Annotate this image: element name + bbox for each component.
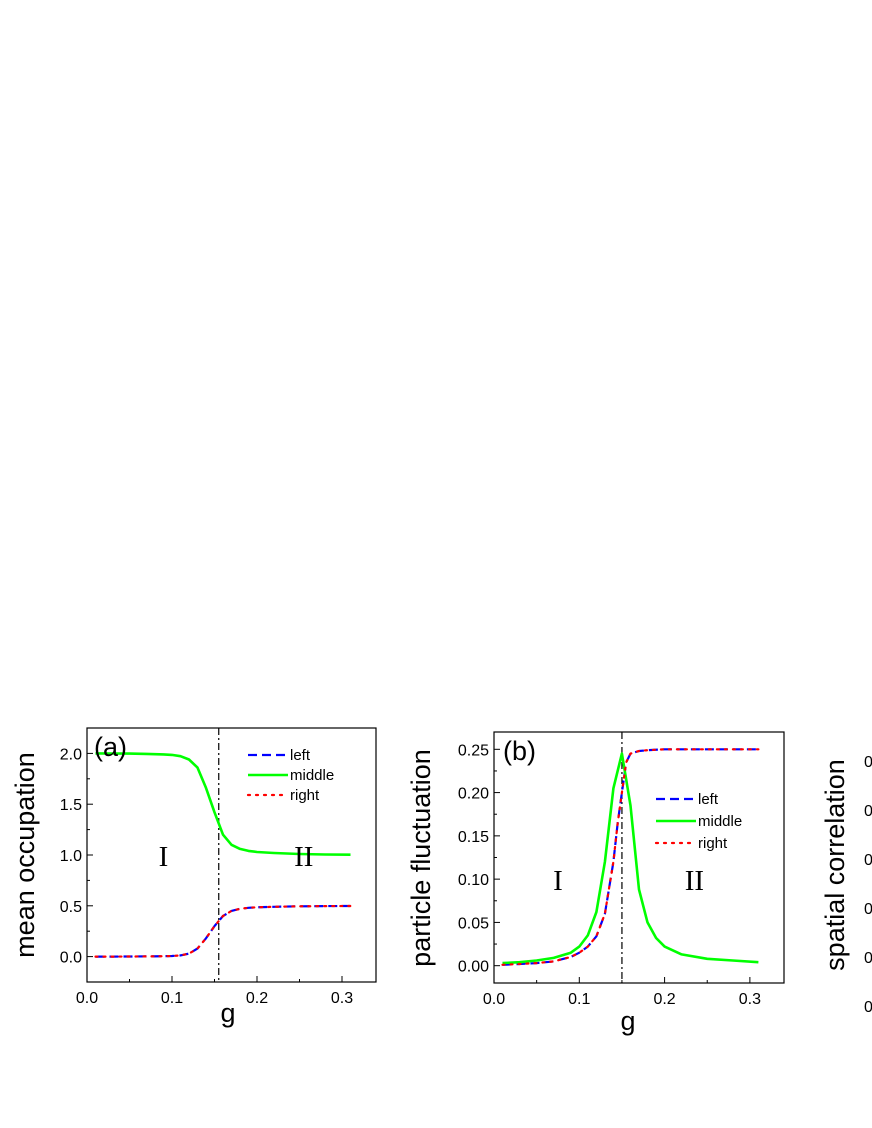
- panel-label: (a): [94, 732, 127, 762]
- x-tick-label: 0.0: [483, 991, 505, 1008]
- region-label: I: [159, 841, 169, 873]
- y-tick-label: 0: [864, 901, 872, 918]
- y-tick-label: 0.5: [60, 899, 82, 916]
- x-tick-label: 0.1: [161, 990, 183, 1007]
- y-axis-title: spatial correlation: [820, 759, 850, 971]
- y-tick-label: 1.0: [60, 848, 82, 865]
- axis-ticks: 0.0 0.1 0.2 0.3 0.0 0.5 1.0 1.5 2.0: [60, 746, 353, 1007]
- region-label: I: [553, 865, 563, 897]
- series-line-right: [501, 748, 760, 966]
- y-axis-title: mean occupation: [10, 752, 40, 958]
- y-tick-label: 0.0: [60, 950, 82, 967]
- axis-ticks: 0.0 0.1 0.2 0.3 0.00 0.05 0.10 0.15 0.20 0.25: [458, 742, 761, 1008]
- legend: left middle right: [654, 791, 742, 852]
- x-tick-label: 0.2: [246, 990, 268, 1007]
- panel-b: 0.0 0.1 0.2 0.30.000.050.100.150.200.25 I II…: [406, 731, 785, 1036]
- legend-label-right: right: [698, 835, 728, 852]
- y-tick-label: 1.5: [60, 797, 82, 814]
- y-tick-label: 0.20: [458, 786, 489, 803]
- y-axis-title: particle fluctuation: [406, 749, 436, 967]
- x-axis-title: g: [620, 1006, 635, 1036]
- panel-a: 0.0 0.1 0.2 0.30.00.51.01.52.0 I II leftmidd…: [10, 727, 377, 1028]
- x-tick-label: 0.3: [739, 991, 761, 1008]
- panel-c: spatial correlation 0 0 0 0 0 0: [820, 754, 872, 1016]
- region-label: II: [294, 841, 313, 873]
- series-line-left: [502, 748, 759, 966]
- x-tick-label: 0.3: [331, 990, 353, 1007]
- plot-frame: [493, 731, 785, 984]
- legend-label-left: left: [290, 747, 311, 764]
- y-tick-label: 0: [864, 803, 872, 820]
- legend-label-left: left: [698, 791, 719, 808]
- y-tick-label: 0.05: [458, 915, 489, 932]
- legend-label-middle: middle: [290, 767, 334, 784]
- legend-label-right: right: [290, 787, 320, 804]
- axis-tick-labels: 0 0 0 0 0 0: [864, 754, 872, 1016]
- y-tick-label: 0: [864, 852, 872, 869]
- y-tick-label: 0.10: [458, 872, 489, 889]
- y-tick-label: 0.15: [458, 829, 489, 846]
- panel-label: (b): [503, 736, 536, 766]
- region-labels: I II: [553, 865, 704, 897]
- y-tick-label: 0.25: [458, 742, 489, 759]
- y-tick-label: 2.0: [60, 746, 82, 763]
- x-tick-label: 0.1: [568, 991, 590, 1008]
- y-tick-label: 0: [864, 999, 872, 1016]
- series-line-right: [94, 904, 352, 958]
- series-line-middle: [95, 752, 351, 856]
- y-tick-label: 0: [864, 754, 872, 771]
- x-axis-title: g: [220, 998, 235, 1028]
- series-layer: [94, 752, 352, 958]
- region-labels: I II: [159, 841, 314, 873]
- region-label: II: [685, 865, 704, 897]
- y-tick-label: 0: [864, 950, 872, 967]
- series-line-middle: [502, 752, 759, 965]
- y-tick-label: 0.00: [458, 959, 489, 976]
- x-tick-label: 0.2: [653, 991, 675, 1008]
- series-layer: [501, 748, 760, 966]
- legend-label-middle: middle: [698, 813, 742, 830]
- legend: left middle right: [246, 747, 334, 804]
- series-line-left: [95, 904, 351, 958]
- x-tick-label: 0.0: [76, 990, 98, 1007]
